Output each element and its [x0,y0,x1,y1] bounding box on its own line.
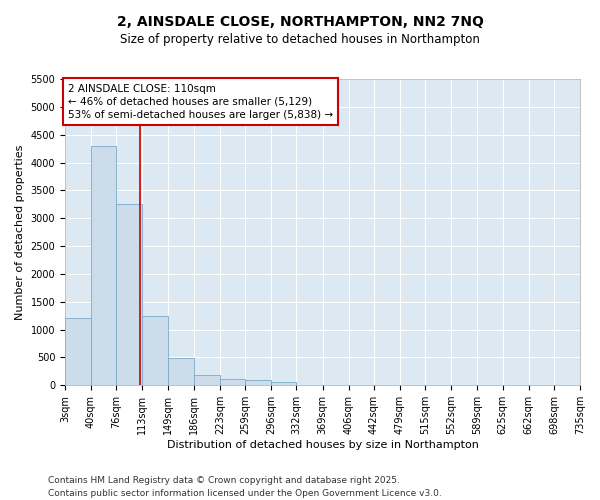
Text: 2 AINSDALE CLOSE: 110sqm
← 46% of detached houses are smaller (5,129)
53% of sem: 2 AINSDALE CLOSE: 110sqm ← 46% of detach… [68,84,333,120]
Text: Size of property relative to detached houses in Northampton: Size of property relative to detached ho… [120,32,480,46]
Bar [65,318,91,385]
Text: Contains HM Land Registry data © Crown copyright and database right 2025.
Contai: Contains HM Land Registry data © Crown c… [48,476,442,498]
Text: 2, AINSDALE CLOSE, NORTHAMPTON, NN2 7NQ: 2, AINSDALE CLOSE, NORTHAMPTON, NN2 7NQ [116,15,484,29]
Y-axis label: Number of detached properties: Number of detached properties [15,144,25,320]
Bar [116,204,142,385]
Bar [91,146,116,385]
Bar [271,382,296,385]
Bar [168,358,194,385]
X-axis label: Distribution of detached houses by size in Northampton: Distribution of detached houses by size … [167,440,478,450]
Bar [220,378,245,385]
Bar [194,374,220,385]
Bar [245,380,271,385]
Bar [142,316,168,385]
